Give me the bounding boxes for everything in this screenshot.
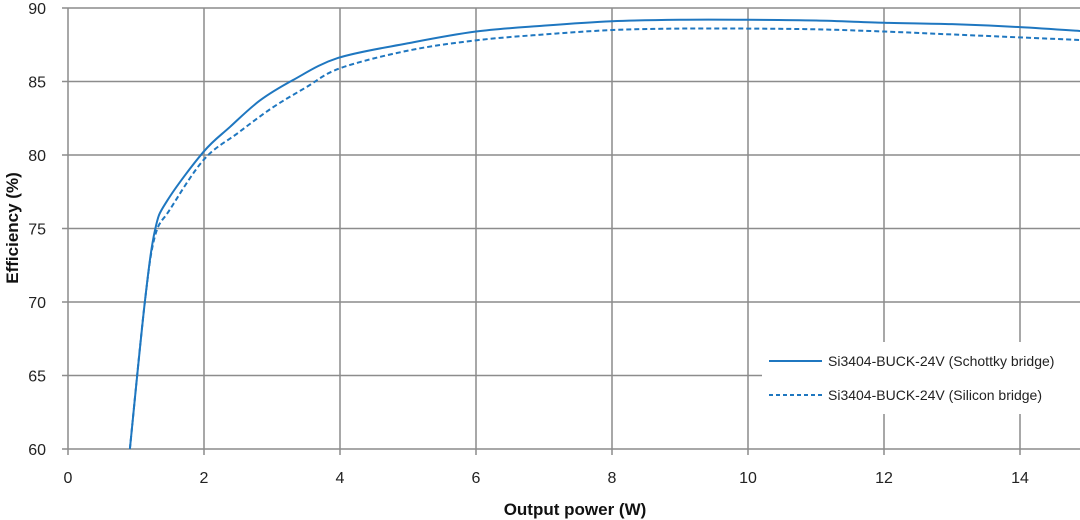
x-tick-label: 8 xyxy=(608,470,617,487)
x-tick-label: 6 xyxy=(472,470,481,487)
x-tick-label: 12 xyxy=(875,470,893,487)
legend-label-silicon: Si3404-BUCK-24V (Silicon bridge) xyxy=(828,387,1042,403)
tick-labels: 60 65 70 75 80 85 90 0 2 4 6 8 10 12 14 xyxy=(28,1,1029,487)
y-tick-label: 80 xyxy=(28,148,46,165)
series-lines xyxy=(128,18,1080,450)
series-line-0 xyxy=(128,18,1080,450)
x-tick-label: 2 xyxy=(200,470,209,487)
legend-label-schottky: Si3404-BUCK-24V (Schottky bridge) xyxy=(828,353,1054,369)
y-tick-label: 85 xyxy=(28,75,46,92)
x-tick-label: 0 xyxy=(64,470,73,487)
y-axis-label: Efficiency (%) xyxy=(3,172,22,283)
legend: Si3404-BUCK-24V (Schottky bridge) Si3404… xyxy=(762,342,1080,414)
y-tick-label: 65 xyxy=(28,369,46,386)
series-line-1 xyxy=(128,27,1080,450)
y-tick-label: 75 xyxy=(28,222,46,239)
y-tick-label: 70 xyxy=(28,295,46,312)
x-tick-label: 10 xyxy=(739,470,757,487)
x-tick-label: 14 xyxy=(1011,470,1029,487)
y-tick-label: 60 xyxy=(28,442,46,459)
y-tick-label: 90 xyxy=(28,1,46,18)
legend-background xyxy=(762,342,1080,414)
x-axis-label: Output power (W) xyxy=(504,500,647,519)
x-tick-label: 4 xyxy=(336,470,345,487)
